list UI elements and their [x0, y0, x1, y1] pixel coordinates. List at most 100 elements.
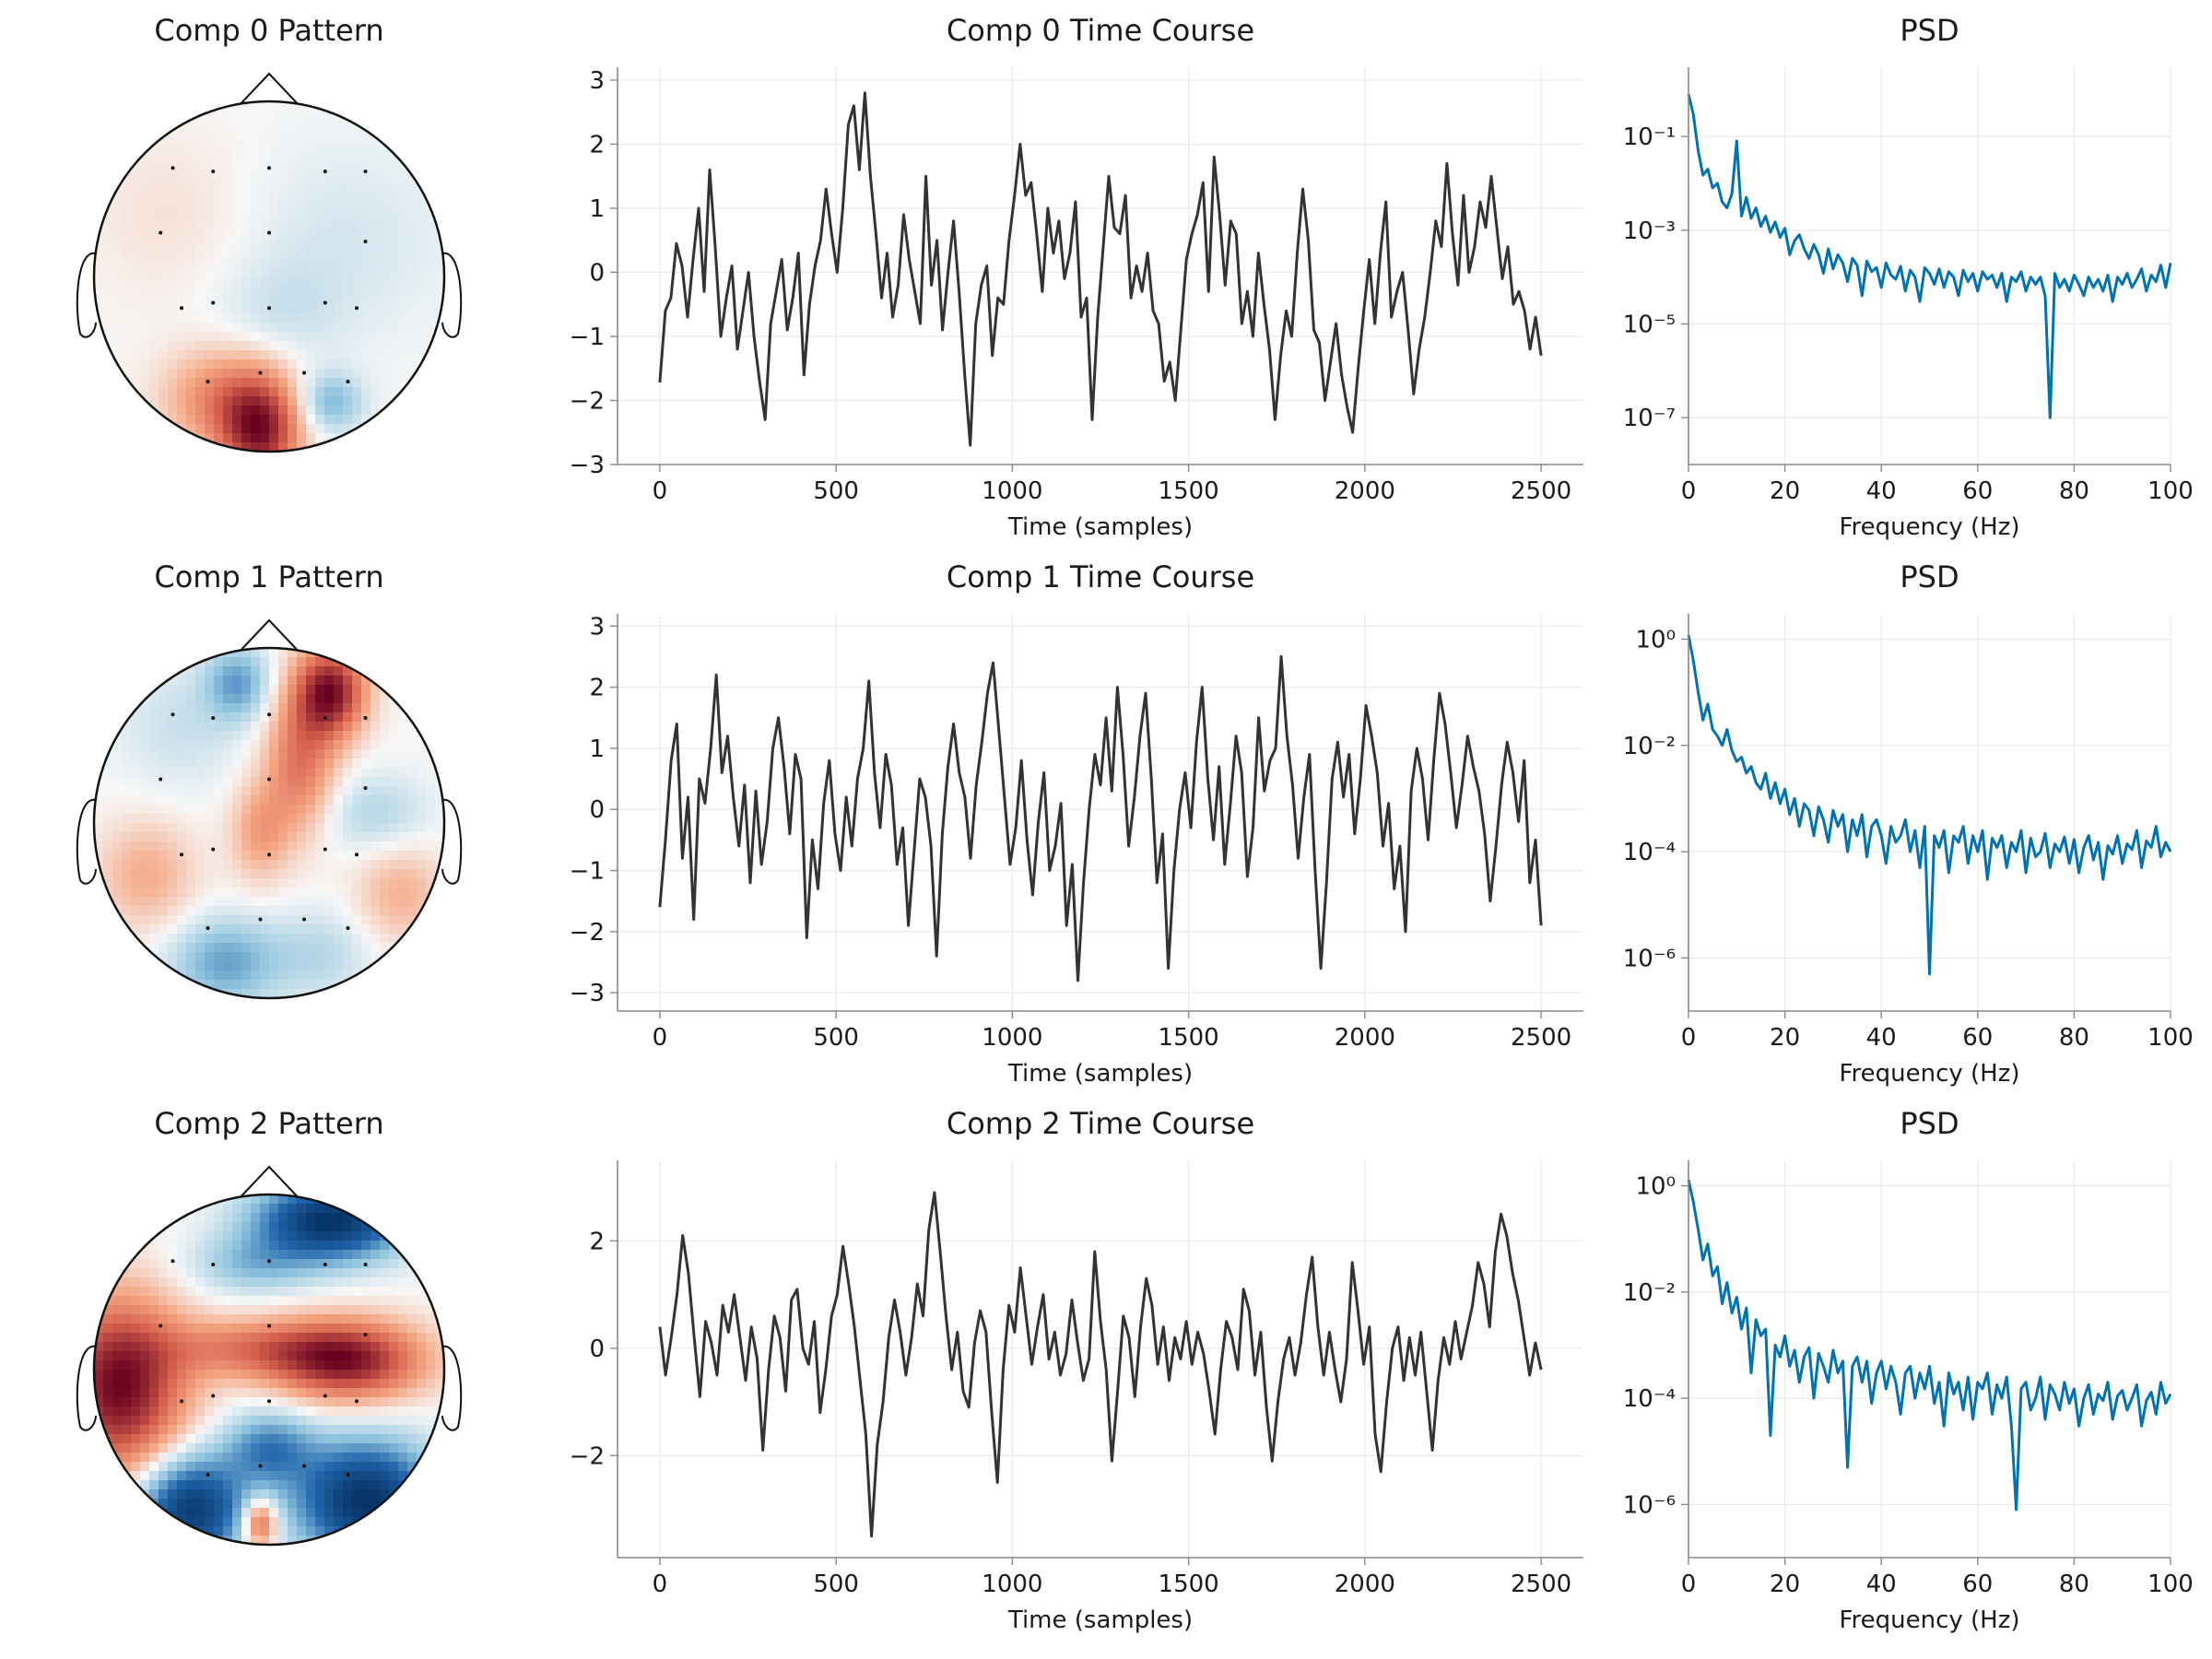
topomap-cell [260, 1222, 270, 1232]
topomap-cell [94, 359, 104, 370]
topomap-cell [195, 304, 206, 314]
topomap-cell [260, 924, 270, 935]
topomap-cell [131, 676, 141, 686]
topomap-cell [343, 795, 353, 806]
topomap-cell [122, 1526, 132, 1536]
topomap-cell [131, 888, 141, 898]
topomap-cell [269, 1231, 279, 1241]
topomap-cell [177, 961, 187, 971]
topomap-cell [278, 240, 288, 250]
topomap-cell [426, 759, 436, 769]
topomap-cell [131, 943, 141, 953]
topomap-cell [380, 295, 390, 305]
topomap-cell [223, 138, 233, 148]
topomap-cell [195, 1296, 206, 1306]
topomap-cell [269, 1370, 279, 1380]
topomap-cell [168, 442, 178, 452]
topomap-cell [260, 249, 270, 259]
topomap-cell [398, 980, 408, 990]
topomap-cell [168, 101, 178, 112]
topomap-cell [140, 768, 150, 778]
topomap-cell [94, 175, 104, 185]
topomap-cell [131, 1296, 141, 1306]
topomap-cell [426, 1241, 436, 1251]
topomap-cell [159, 1314, 169, 1324]
topomap-cell [122, 1351, 132, 1361]
topomap-cell [103, 814, 113, 824]
topomap-cell [251, 221, 261, 231]
topomap-cell [195, 851, 206, 861]
topomap-cell [315, 712, 325, 723]
topomap-cell [361, 1287, 371, 1297]
topomap-cell [297, 731, 307, 741]
topomap-cell [232, 1305, 242, 1315]
topomap-cell [297, 1453, 307, 1463]
topomap-cell [352, 369, 362, 379]
topomap-cell [398, 768, 408, 778]
topomap-cell [251, 869, 261, 879]
topomap-cell [324, 406, 335, 416]
topomap-cell [159, 897, 169, 907]
topomap-cell [380, 332, 390, 342]
topomap-cell [417, 712, 427, 723]
topomap-cell [361, 860, 371, 870]
topomap-cell [297, 878, 307, 888]
x-tick-label: 2000 [1335, 477, 1395, 505]
topomap-cell [251, 1397, 261, 1407]
sensor-dot [363, 1263, 368, 1266]
topomap-cell [186, 805, 196, 815]
topomap-cell [278, 359, 288, 370]
x-tick-label: 100 [2147, 1571, 2194, 1598]
topomap-cell [251, 1489, 261, 1500]
topomap-cell [103, 295, 113, 305]
topomap-cell [324, 749, 335, 759]
topomap-cell [177, 1471, 187, 1481]
topomap-cell [168, 111, 178, 121]
topomap-cell [103, 442, 113, 452]
topomap-cell [251, 961, 261, 971]
x-tick-label: 0 [1681, 1571, 1697, 1598]
topomap-cell [223, 332, 233, 342]
topomap-cell [306, 1388, 316, 1398]
topomap-cell [352, 777, 362, 787]
topomap-cell [168, 685, 178, 695]
topomap-cell [223, 1434, 233, 1444]
topomap-cell [278, 694, 288, 704]
topomap-cell [435, 387, 444, 397]
topomap-cell [352, 332, 362, 342]
topomap-cell [149, 1277, 159, 1288]
topomap-cell [288, 138, 298, 148]
topomap-cell [306, 943, 316, 953]
topomap-cell [324, 332, 335, 342]
topomap-cell [435, 1296, 444, 1306]
topomap-cell [112, 1499, 123, 1509]
topomap-cell [407, 1204, 418, 1214]
topomap-cell [324, 184, 335, 194]
x-tick-label: 1500 [1159, 1571, 1219, 1598]
topomap-cell [177, 712, 187, 723]
topomap-cell [288, 406, 298, 416]
topomap-cell [131, 666, 141, 677]
topomap-cell [435, 1508, 444, 1518]
topomap-cell [131, 1388, 141, 1398]
topomap-cell [361, 1508, 371, 1518]
topomap-cell [380, 415, 390, 425]
topomap-cell [324, 814, 335, 824]
topomap-cell [122, 805, 132, 815]
topomap-cell [361, 694, 371, 704]
topomap-cell [251, 851, 261, 861]
topomap-cell [278, 731, 288, 741]
topomap-cell [343, 396, 353, 406]
topomap-cell [380, 1416, 390, 1426]
topomap-cell [186, 424, 196, 434]
topomap-cell [361, 286, 371, 296]
topomap-cell [407, 989, 418, 998]
topomap-cell [232, 961, 242, 971]
topomap-cell [94, 786, 104, 796]
topomap-cell [159, 157, 169, 167]
topomap-cell [186, 194, 196, 204]
topomap-cell [131, 194, 141, 204]
topomap-cell [241, 1213, 252, 1223]
topomap-cell [112, 1425, 123, 1435]
topomap-cell [306, 359, 316, 370]
